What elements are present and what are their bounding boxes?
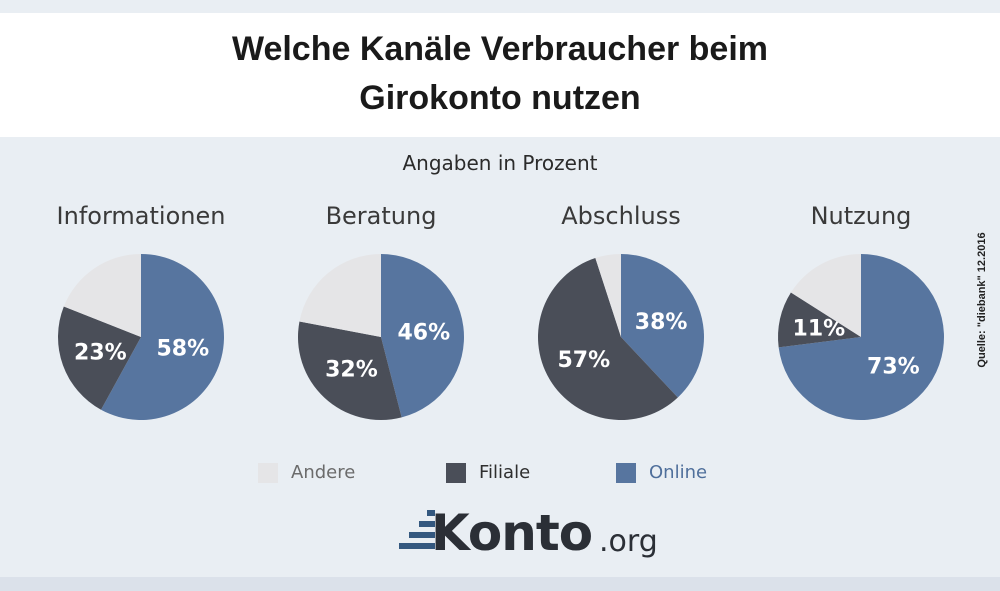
logo-tld: .org	[599, 524, 658, 559]
data-label-beratung-filiale: 32%	[325, 357, 378, 382]
title-band	[0, 13, 1000, 137]
pie-slice-informationen-andere	[63, 254, 141, 337]
pie-slice-beratung-filiale	[298, 321, 402, 420]
legend-label-filiale: Filiale	[479, 462, 531, 483]
data-label-beratung-online: 46%	[397, 321, 450, 346]
pie-title-nutzung: Nutzung	[810, 202, 912, 230]
pie-slice-abschluss-filiale	[537, 258, 678, 420]
data-label-nutzung-online: 73%	[867, 355, 920, 380]
pie-slice-beratung-andere	[299, 254, 381, 337]
chart-title-line-2: Girokonto nutzen	[359, 79, 641, 117]
pie-slice-beratung-online	[381, 254, 464, 418]
legend-swatch-online	[616, 463, 636, 483]
pie-title-informationen: Informationen	[56, 202, 226, 230]
chart-title-line-1: Welche Kanäle Verbraucher beim	[231, 30, 769, 68]
legend-label-online: Online	[649, 462, 708, 483]
logo-bars-icon	[395, 508, 435, 554]
bottom-band	[0, 577, 1000, 591]
pie-slice-informationen-online	[101, 254, 224, 420]
konto-logo: Konto .org	[395, 504, 665, 568]
legend-label-andere: Andere	[291, 462, 356, 483]
pie-slice-nutzung-filiale	[777, 292, 861, 348]
pie-title-beratung: Beratung	[325, 202, 437, 230]
pie-slice-nutzung-online	[778, 254, 944, 420]
pie-slice-abschluss-andere	[595, 254, 621, 337]
data-label-informationen-filiale: 23%	[74, 341, 127, 366]
legend-swatch-filiale	[446, 463, 466, 483]
pie-slice-informationen-filiale	[57, 306, 142, 410]
pie-slice-abschluss-online	[621, 254, 704, 398]
chart-subtitle: Angaben in Prozent	[402, 151, 598, 175]
legend-swatch-andere	[258, 463, 278, 483]
pie-title-abschluss: Abschluss	[561, 202, 681, 230]
pie-slice-nutzung-andere	[790, 253, 861, 337]
data-label-abschluss-filiale: 57%	[558, 348, 611, 373]
data-label-informationen-online: 58%	[156, 337, 209, 362]
logo-wordmark: Konto	[431, 504, 593, 562]
data-label-abschluss-online: 38%	[635, 310, 688, 335]
source-note: Quelle: "diebank" 12.2016	[976, 232, 988, 368]
